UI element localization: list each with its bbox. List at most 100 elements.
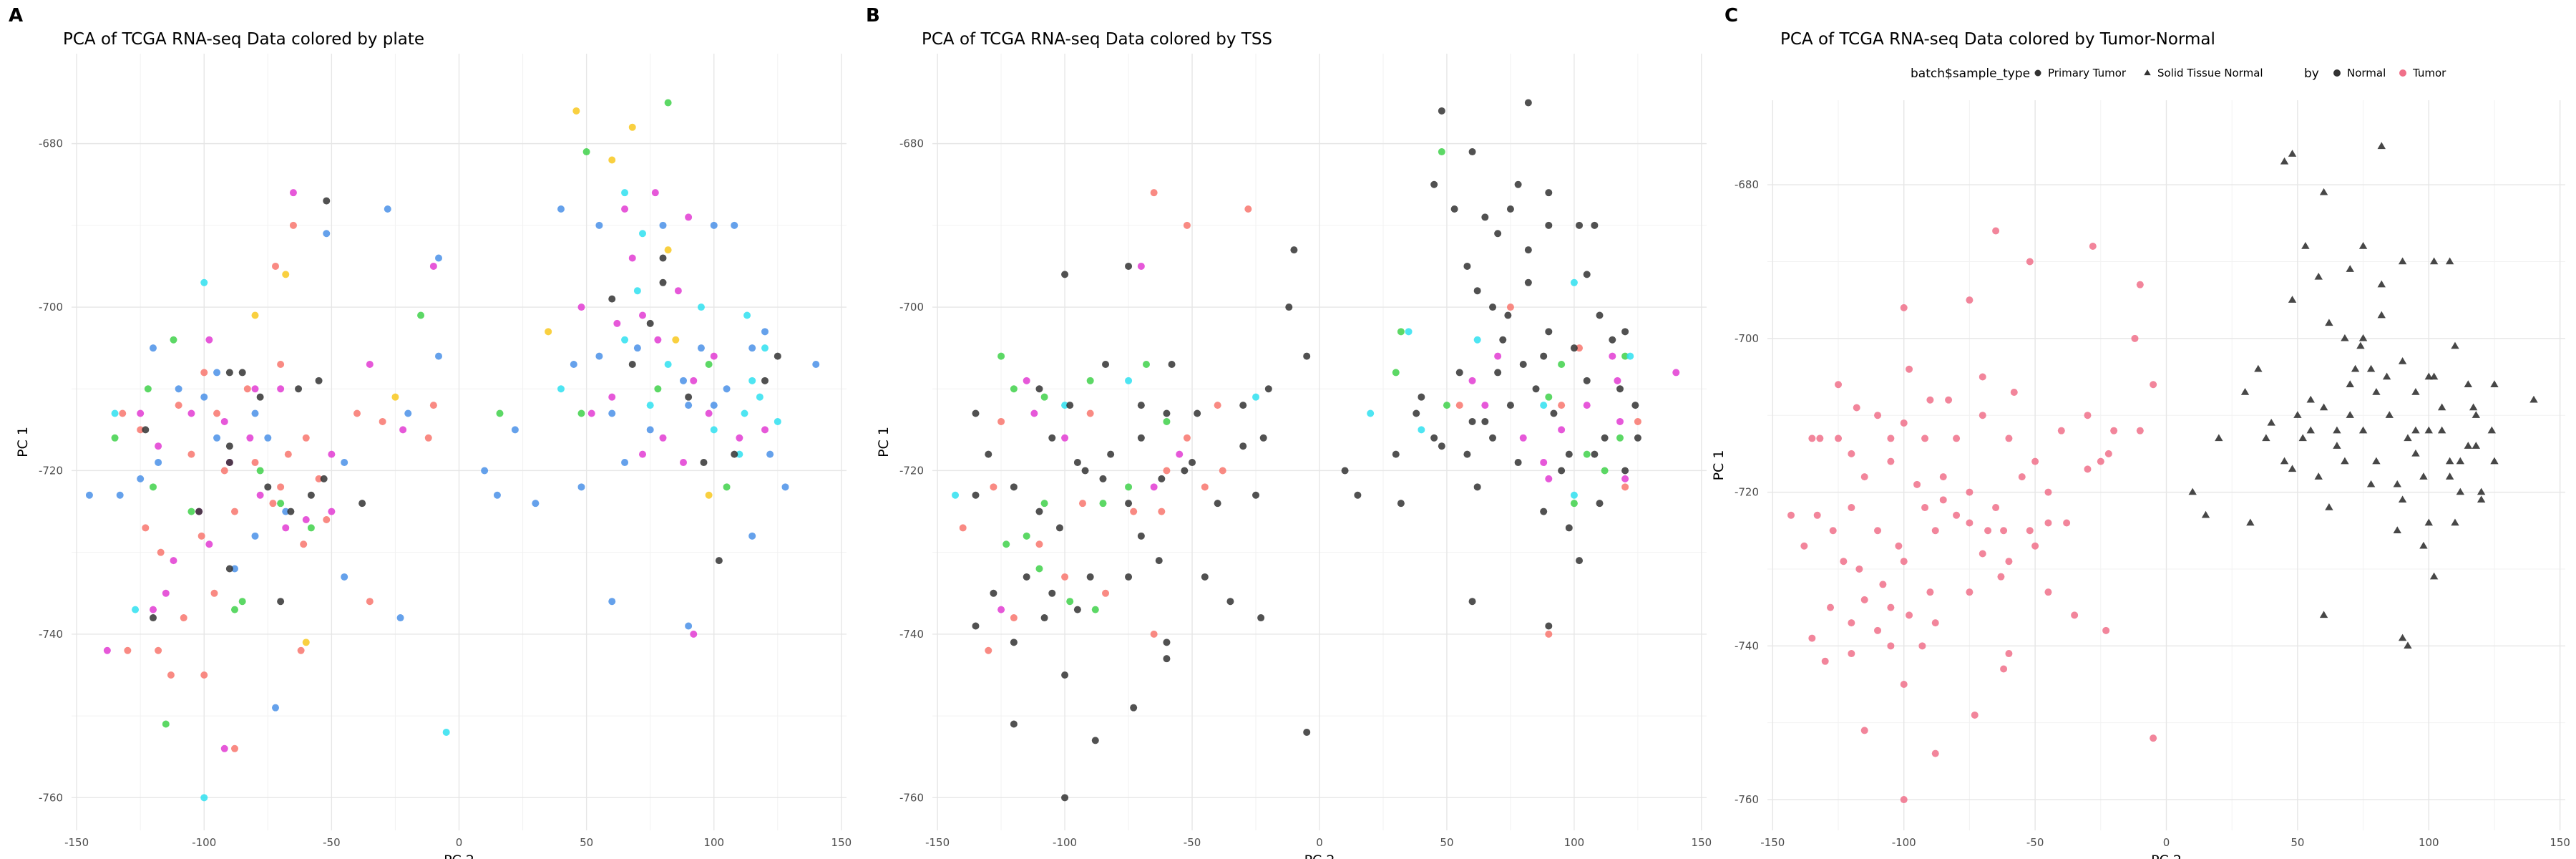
data-point — [1931, 527, 1939, 535]
data-point — [353, 409, 361, 417]
data-point — [680, 459, 687, 467]
data-point — [256, 491, 264, 499]
y-tick-label: -720 — [39, 464, 63, 477]
data-point — [1473, 483, 1481, 491]
x-tick-label: -50 — [323, 836, 341, 849]
data-point — [282, 271, 290, 278]
data-point — [2044, 588, 2052, 596]
data-point — [997, 606, 1005, 613]
data-point — [2404, 641, 2412, 649]
x-tick-label: 0 — [1316, 836, 1323, 849]
x-tick-label: 50 — [1440, 836, 1453, 849]
data-point — [277, 385, 285, 393]
data-point — [1558, 467, 1566, 475]
data-point — [1583, 271, 1591, 278]
data-point — [1992, 504, 2000, 512]
legend-label: Normal — [2347, 67, 2386, 79]
data-point — [1201, 573, 1209, 581]
data-point — [1354, 491, 1362, 499]
data-point — [577, 483, 585, 491]
data-point — [225, 442, 233, 450]
data-point — [2254, 364, 2263, 372]
data-point — [1010, 614, 1018, 622]
data-point — [2240, 388, 2250, 395]
data-point — [155, 442, 162, 450]
data-point — [613, 319, 621, 327]
data-point — [1506, 205, 1514, 213]
data-point — [2110, 427, 2118, 435]
data-point — [664, 99, 672, 107]
data-point — [608, 295, 616, 303]
data-point — [155, 459, 162, 467]
data-point — [741, 409, 748, 417]
data-point — [175, 402, 182, 409]
data-point — [307, 524, 315, 532]
data-point — [1468, 417, 1476, 425]
data-point — [220, 467, 228, 475]
data-point — [2437, 403, 2446, 411]
data-point — [1010, 483, 1018, 491]
data-point — [1576, 344, 1584, 352]
data-point — [633, 344, 641, 352]
data-point — [2319, 188, 2328, 195]
data-point — [2424, 518, 2433, 526]
data-point — [2280, 457, 2289, 465]
data-point — [2398, 357, 2407, 364]
data-point — [1971, 711, 1979, 719]
data-point — [2398, 257, 2407, 265]
data-point — [952, 491, 960, 499]
data-point — [1494, 352, 1502, 360]
data-point — [672, 336, 680, 344]
x-tick-label: -150 — [1760, 836, 1785, 849]
data-point — [572, 107, 580, 115]
data-point — [2445, 457, 2454, 465]
data-point — [2477, 487, 2486, 495]
data-point — [608, 393, 616, 401]
data-point — [2018, 473, 2026, 481]
data-point — [639, 311, 646, 319]
data-point — [2084, 412, 2092, 419]
data-point — [2456, 487, 2464, 495]
data-point — [697, 344, 705, 352]
data-point — [1035, 508, 1043, 515]
data-point — [1540, 352, 1548, 360]
data-point — [1609, 352, 1616, 360]
data-point — [157, 548, 165, 556]
data-point — [2469, 403, 2478, 411]
data-point — [1913, 480, 1921, 488]
data-point — [2429, 257, 2439, 265]
data-point — [404, 409, 412, 417]
data-point — [195, 508, 203, 515]
data-point — [1040, 500, 1048, 508]
x-axis-label: PC 2 — [1304, 853, 1335, 859]
data-point — [659, 254, 667, 262]
data-point — [496, 409, 504, 417]
data-point — [282, 524, 290, 532]
data-point — [1086, 377, 1094, 384]
data-point — [2445, 257, 2454, 265]
data-point — [162, 720, 170, 728]
data-point — [1252, 393, 1260, 401]
data-point — [659, 221, 667, 229]
data-point — [761, 426, 769, 434]
data-point — [200, 369, 208, 377]
data-point — [2358, 242, 2368, 249]
data-point — [2044, 488, 2052, 496]
data-point — [1921, 504, 1929, 512]
data-point — [213, 434, 221, 442]
y-tick-label: -720 — [1735, 486, 1759, 499]
data-point — [246, 434, 254, 442]
data-point — [2424, 426, 2433, 434]
y-tick-label: -680 — [39, 137, 63, 150]
data-point — [577, 304, 585, 311]
data-point — [200, 671, 208, 679]
data-point — [2044, 519, 2052, 527]
data-point — [1130, 704, 1138, 712]
data-point — [1576, 557, 1584, 565]
data-point — [710, 402, 718, 409]
data-point — [1239, 402, 1247, 409]
data-point — [761, 377, 769, 384]
data-point — [1997, 573, 2005, 581]
data-point — [150, 344, 157, 352]
data-point — [2288, 296, 2297, 303]
